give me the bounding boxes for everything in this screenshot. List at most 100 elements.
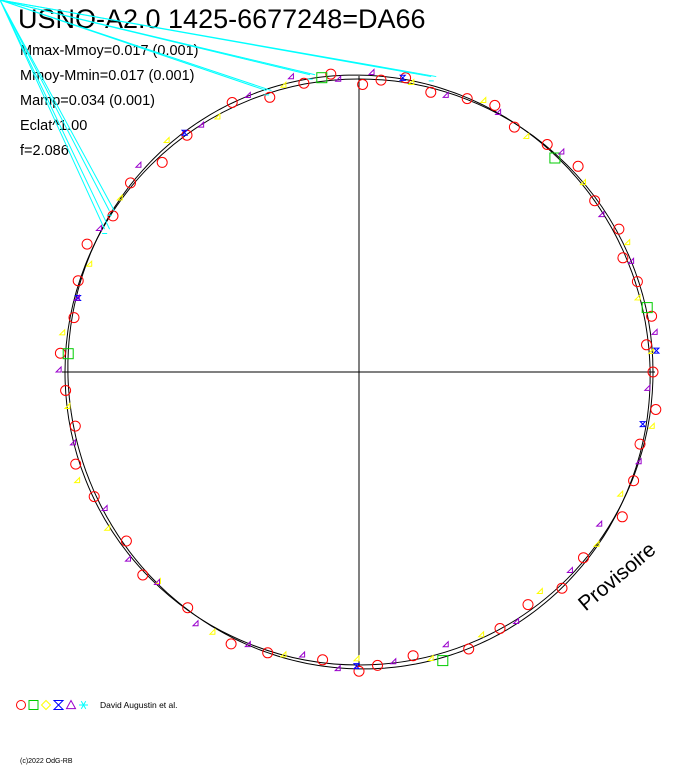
purple-triangle-point bbox=[494, 108, 502, 115]
red-circle-point bbox=[357, 79, 369, 90]
purple-triangle-point bbox=[634, 457, 642, 465]
purple-triangle-point bbox=[153, 578, 161, 585]
red-circle-point bbox=[69, 420, 81, 432]
blue-hourglass-icon bbox=[52, 700, 65, 710]
blue-hourglass-point bbox=[352, 663, 361, 670]
red-circle-point bbox=[375, 74, 387, 86]
red-circle-point bbox=[616, 511, 628, 523]
yellow-diamond-point bbox=[162, 136, 170, 144]
purple-triangle-point bbox=[389, 657, 397, 665]
yellow-diamond-point bbox=[477, 630, 485, 638]
purple-triangle-point bbox=[512, 617, 520, 625]
red-circle-point bbox=[72, 275, 84, 287]
yellow-diamond-point bbox=[352, 654, 360, 662]
red-circle-point bbox=[60, 385, 72, 396]
red-circle-point bbox=[400, 72, 412, 84]
red-circle-point bbox=[425, 86, 437, 98]
purple-triangle-point bbox=[191, 619, 199, 627]
purple-triangle-point bbox=[69, 438, 77, 446]
cyan-star-point bbox=[0, 0, 111, 234]
red-circle-point bbox=[522, 599, 534, 611]
yellow-diamond-point bbox=[633, 293, 641, 301]
red-circle-point bbox=[182, 602, 194, 614]
cyan-star-icon bbox=[79, 700, 88, 710]
red-circle-point bbox=[572, 160, 584, 172]
red-circle-icon bbox=[16, 700, 26, 710]
yellow-diamond-point bbox=[85, 260, 93, 267]
yellow-diamond-point bbox=[579, 178, 587, 186]
red-circle-point bbox=[264, 91, 276, 103]
green-square-point bbox=[641, 302, 653, 314]
red-circle-point bbox=[372, 659, 383, 671]
red-circle-point bbox=[407, 650, 419, 662]
yellow-diamond-point bbox=[58, 328, 66, 336]
red-circle-point bbox=[650, 404, 662, 415]
red-circle-point bbox=[641, 339, 652, 351]
copyright-notice: (c)2022 OdG-RB bbox=[20, 758, 73, 765]
red-circle-point bbox=[137, 569, 149, 581]
yellow-diamond-point bbox=[63, 402, 71, 410]
purple-triangle-point bbox=[244, 91, 251, 98]
yellow-diamond-point bbox=[213, 112, 221, 120]
red-circle-point bbox=[88, 491, 100, 503]
yellow-diamond-point bbox=[116, 193, 123, 201]
red-circle-point bbox=[617, 252, 629, 264]
green-square-point bbox=[62, 348, 74, 360]
yellow-diamond-point bbox=[592, 540, 600, 547]
purple-triangle-point bbox=[441, 91, 449, 98]
yellow-diamond-point bbox=[426, 654, 434, 662]
red-circle-point bbox=[494, 623, 506, 634]
yellow-diamond-series bbox=[58, 78, 655, 662]
yellow-diamond-point bbox=[623, 238, 631, 246]
red-circle-point bbox=[81, 238, 93, 250]
purple-triangle-point bbox=[54, 365, 62, 373]
red-circle-point bbox=[489, 99, 501, 111]
purple-triangle-point bbox=[124, 554, 132, 562]
purple-triangle-point bbox=[100, 504, 108, 512]
purple-triangle-point bbox=[287, 72, 294, 80]
green-square-point bbox=[437, 655, 449, 667]
red-circle-point bbox=[107, 210, 119, 222]
purple-triangle-point bbox=[441, 640, 449, 648]
yellow-diamond-point bbox=[616, 489, 624, 497]
blue-hourglass-point bbox=[638, 421, 647, 428]
stat-mmoy-mmin: Mmoy-Mmin=0.017 (0.001) bbox=[20, 68, 195, 84]
yellow-diamond-point bbox=[279, 81, 287, 88]
yellow-diamond-point bbox=[536, 587, 543, 595]
red-circle-point bbox=[156, 156, 168, 168]
data-points bbox=[0, 0, 662, 677]
purple-triangle-point bbox=[197, 120, 205, 128]
yellow-diamond-icon bbox=[40, 699, 52, 711]
red-circle-point bbox=[317, 654, 329, 666]
red-circle-point bbox=[70, 458, 82, 470]
red-circle-point bbox=[463, 643, 475, 655]
legend: David Augustin et al. bbox=[14, 697, 178, 713]
red-circle-point bbox=[54, 347, 66, 359]
yellow-diamond-point bbox=[279, 650, 287, 658]
legend-symbols bbox=[16, 699, 88, 711]
stat-mamp: Mamp=0.034 (0.001) bbox=[20, 93, 156, 109]
red-circle-point bbox=[226, 97, 238, 108]
stat-frequency: f=2.086 bbox=[20, 143, 69, 159]
red-circle-point bbox=[647, 366, 659, 378]
purple-triangle-point bbox=[244, 640, 251, 648]
purple-triangle-point bbox=[367, 68, 375, 76]
cyan-star-point bbox=[0, 0, 437, 82]
purple-triangle-point bbox=[595, 519, 603, 527]
purple-triangle-point bbox=[134, 160, 142, 168]
cyan-star-point bbox=[0, 0, 316, 80]
red-circle-series bbox=[54, 68, 662, 677]
purple-triangle-point bbox=[627, 257, 635, 264]
green-square-icon bbox=[28, 700, 39, 710]
purple-triangle-point bbox=[643, 384, 651, 391]
red-circle-point bbox=[556, 582, 568, 594]
cyan-star-point bbox=[0, 0, 272, 96]
blue-hourglass-point bbox=[180, 129, 189, 136]
red-circle-point bbox=[646, 310, 658, 322]
red-circle-point bbox=[225, 638, 237, 650]
red-circle-point bbox=[634, 438, 646, 450]
red-circle-point bbox=[628, 475, 640, 487]
purple-triangle-point bbox=[333, 664, 341, 672]
